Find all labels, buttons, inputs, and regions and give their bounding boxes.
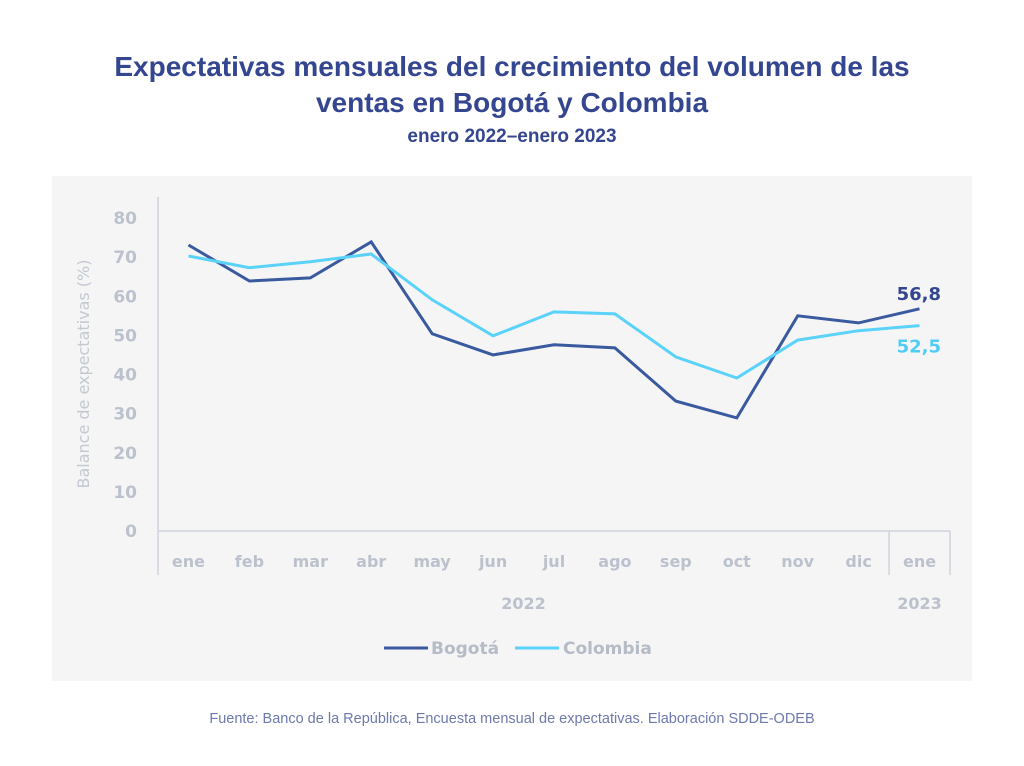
legend: Bogotá Colombia	[384, 639, 652, 659]
x-tick-label: dic	[845, 552, 871, 571]
x-tick-label: may	[413, 552, 451, 571]
series-line-colombia	[188, 252, 920, 380]
legend-label: Colombia	[563, 639, 652, 659]
x-tick-label: jun	[478, 552, 507, 571]
year-label: 2022	[501, 594, 546, 613]
chart-title-line-2: ventas en Bogotá y Colombia	[315, 87, 709, 118]
x-tick-label: feb	[235, 552, 264, 571]
y-tick-label: 40	[113, 366, 137, 386]
series-lines: 56,8 52,5	[187, 239, 941, 420]
x-tick-label: ene	[172, 552, 205, 571]
axes	[157, 197, 951, 575]
x-tick-label: oct	[723, 552, 751, 571]
y-axis-title: Balance de expectativas (%)	[74, 260, 93, 489]
x-tick-label: nov	[781, 552, 814, 571]
x-tick-label: sep	[660, 552, 692, 571]
y-tick-label: 30	[113, 405, 137, 425]
year-label: 2023	[897, 594, 942, 613]
chart-subtitle: enero 2022–enero 2023	[407, 126, 617, 147]
legend-label: Bogotá	[431, 639, 499, 659]
x-tick-label: abr	[356, 552, 386, 571]
y-tick-label: 70	[113, 248, 137, 268]
y-tick-label: 10	[113, 483, 137, 503]
chart-title-line-1: Expectativas mensuales del crecimiento d…	[114, 51, 910, 82]
x-tick-label: jul	[542, 552, 565, 571]
x-ticks: ene feb mar abr may jun jul ago sep oct nov dic ene 2…	[172, 552, 942, 613]
end-value-label: 56,8	[897, 284, 941, 305]
y-tick-label: 20	[113, 444, 137, 464]
y-tick-label: 50	[113, 326, 137, 346]
y-ticks: 0 10 20 30 40 50 60 70 80	[113, 209, 137, 542]
y-tick-label: 0	[125, 522, 137, 542]
x-tick-label: ene	[903, 552, 936, 571]
source-note: Fuente: Banco de la República, Encuesta …	[209, 711, 815, 727]
y-tick-label: 80	[113, 209, 137, 229]
series-line-bogot	[187, 239, 920, 420]
end-value-label: 52,5	[897, 337, 941, 358]
x-tick-label: mar	[293, 552, 328, 571]
y-tick-label: 60	[113, 287, 137, 307]
x-tick-label: ago	[598, 552, 631, 571]
